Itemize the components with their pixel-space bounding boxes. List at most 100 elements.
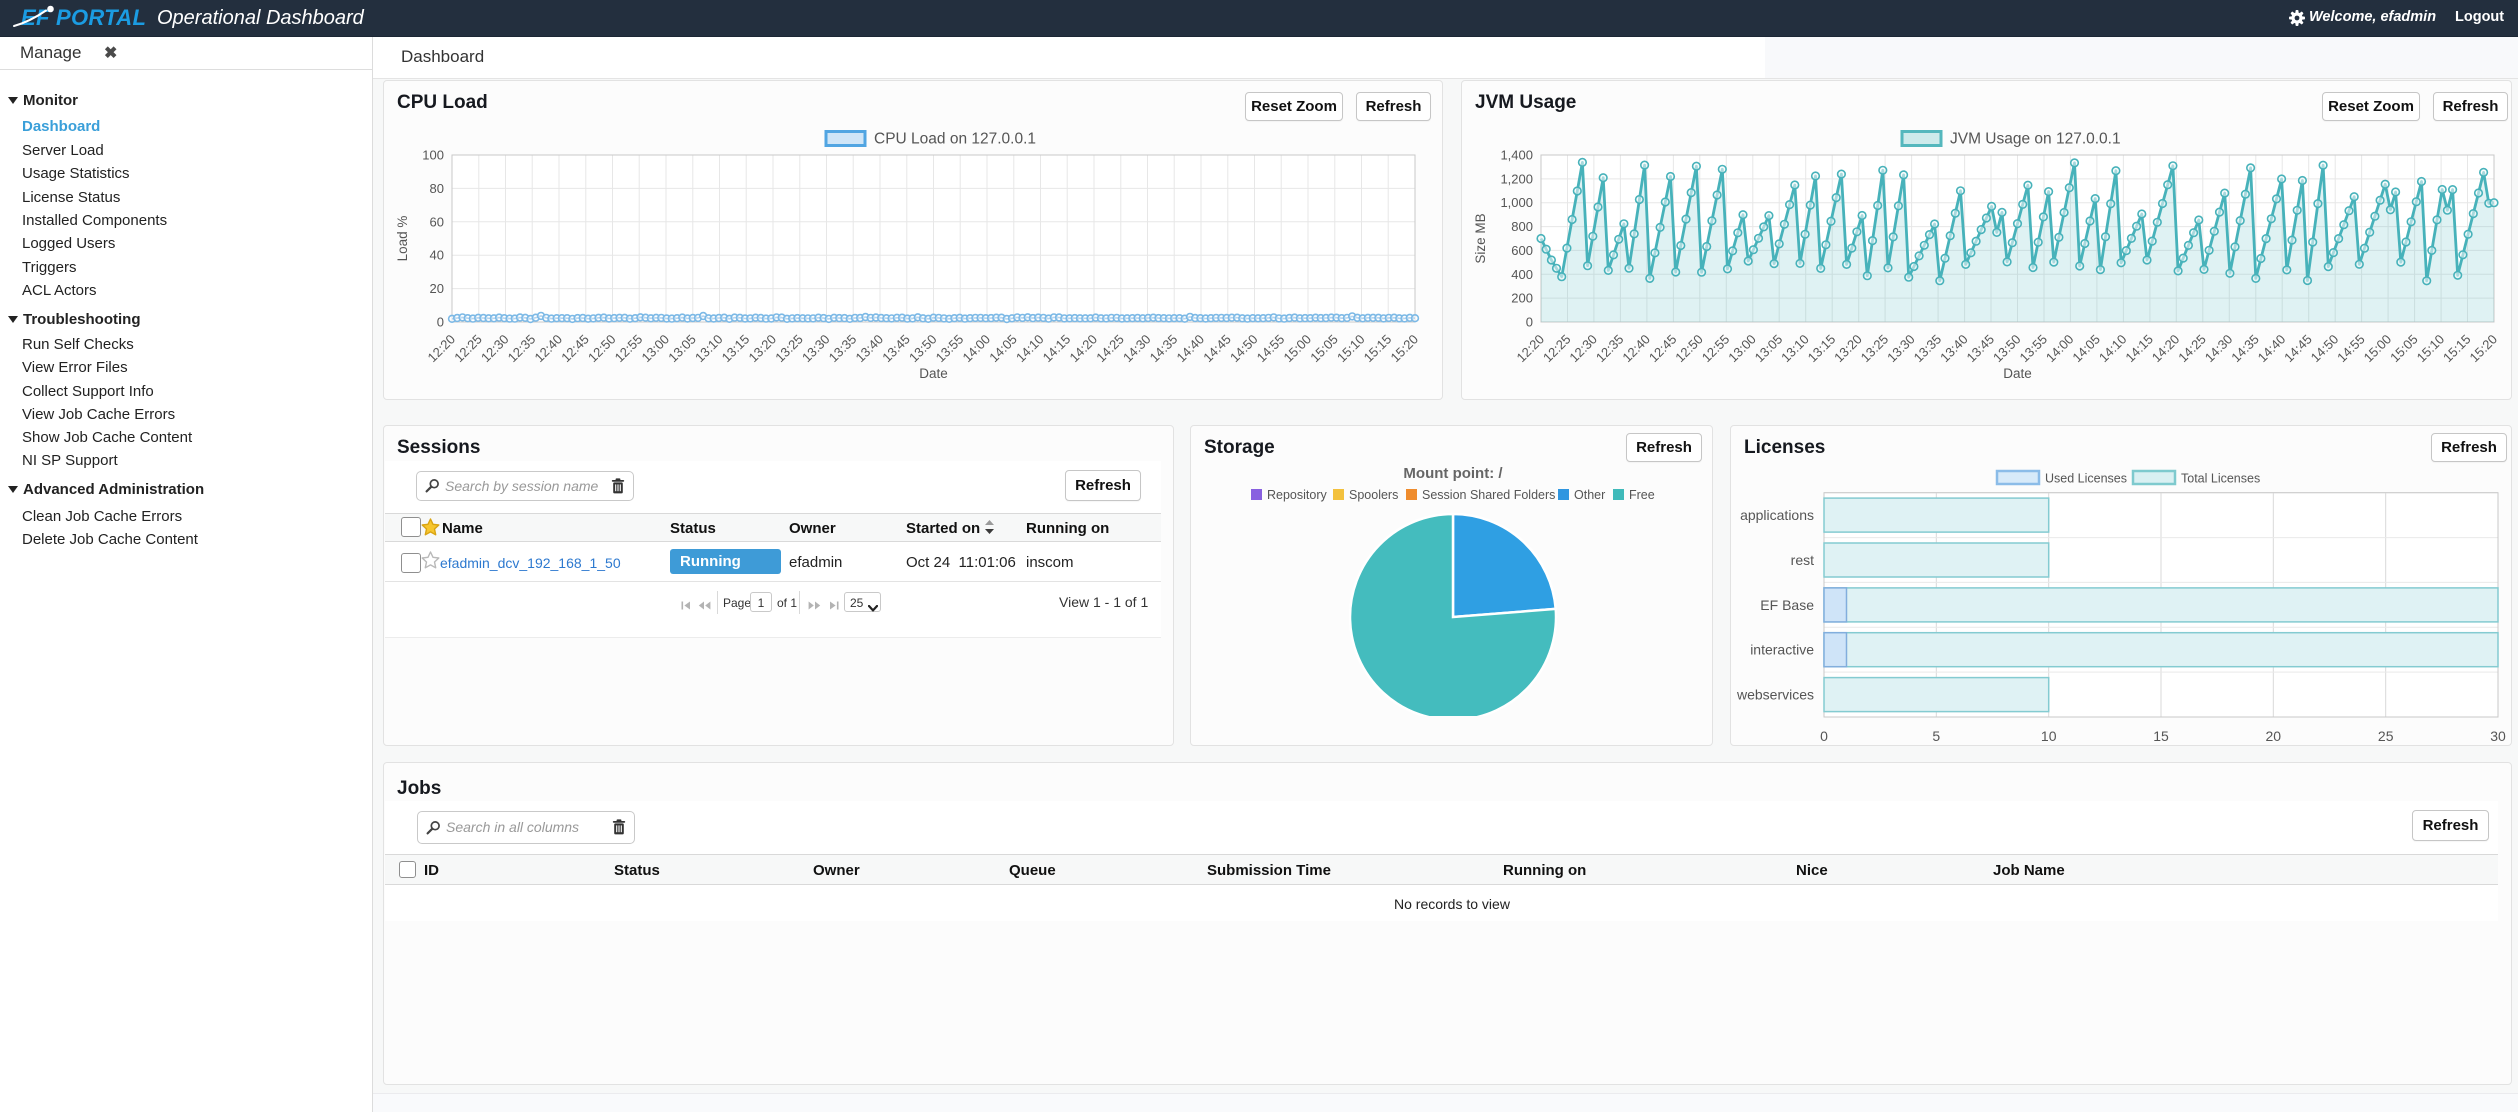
svg-text:14:10: 14:10 — [1013, 332, 1047, 366]
svg-text:40: 40 — [430, 248, 444, 263]
svg-text:15:20: 15:20 — [1388, 332, 1422, 366]
svg-text:14:35: 14:35 — [2228, 332, 2262, 366]
svg-text:Session Shared Folders: Session Shared Folders — [1422, 488, 1555, 502]
svg-text:14:20: 14:20 — [2149, 332, 2183, 366]
svg-text:13:35: 13:35 — [826, 332, 860, 366]
svg-text:25: 25 — [2378, 728, 2394, 744]
svg-text:14:15: 14:15 — [1040, 332, 1074, 366]
svg-text:Total Licenses: Total Licenses — [2181, 472, 2260, 486]
svg-text:applications: applications — [1740, 507, 1814, 523]
svg-text:15:00: 15:00 — [1281, 332, 1315, 366]
svg-text:14:20: 14:20 — [1067, 332, 1101, 366]
svg-text:15:05: 15:05 — [1307, 332, 1341, 366]
svg-text:15:15: 15:15 — [1361, 332, 1395, 366]
svg-text:14:15: 14:15 — [2122, 332, 2156, 366]
svg-text:Size MB: Size MB — [1473, 213, 1488, 263]
svg-text:12:55: 12:55 — [1699, 332, 1733, 366]
svg-text:80: 80 — [430, 181, 444, 196]
svg-text:5: 5 — [1932, 728, 1940, 744]
svg-text:13:20: 13:20 — [746, 332, 780, 366]
svg-text:13:45: 13:45 — [879, 332, 913, 366]
svg-text:interactive: interactive — [1750, 642, 1814, 658]
svg-text:13:00: 13:00 — [639, 332, 673, 366]
svg-text:14:50: 14:50 — [1227, 332, 1261, 366]
svg-text:rest: rest — [1791, 552, 1814, 568]
svg-text:20: 20 — [430, 281, 444, 296]
svg-text:13:05: 13:05 — [1752, 332, 1786, 366]
svg-text:13:35: 13:35 — [1911, 332, 1945, 366]
svg-text:800: 800 — [1511, 219, 1533, 234]
svg-text:14:25: 14:25 — [2175, 332, 2209, 366]
svg-text:14:30: 14:30 — [1120, 332, 1154, 366]
svg-text:14:10: 14:10 — [2096, 332, 2130, 366]
svg-text:20: 20 — [2266, 728, 2282, 744]
svg-text:14:00: 14:00 — [2043, 332, 2077, 366]
svg-text:13:55: 13:55 — [2017, 332, 2051, 366]
svg-text:13:55: 13:55 — [933, 332, 967, 366]
svg-text:15:15: 15:15 — [2440, 332, 2474, 366]
svg-text:13:20: 13:20 — [1831, 332, 1865, 366]
svg-text:Used Licenses: Used Licenses — [2045, 472, 2127, 486]
svg-text:12:50: 12:50 — [585, 332, 619, 366]
svg-text:15:20: 15:20 — [2467, 332, 2501, 366]
svg-text:12:45: 12:45 — [558, 332, 592, 366]
svg-text:14:55: 14:55 — [2334, 332, 2368, 366]
svg-text:0: 0 — [1526, 315, 1533, 330]
svg-text:Other: Other — [1574, 488, 1605, 502]
svg-text:12:20: 12:20 — [1514, 332, 1548, 366]
svg-text:14:35: 14:35 — [1147, 332, 1181, 366]
svg-text:12:40: 12:40 — [1619, 332, 1653, 366]
svg-text:1,400: 1,400 — [1500, 148, 1533, 163]
svg-text:12:50: 12:50 — [1672, 332, 1706, 366]
svg-text:12:25: 12:25 — [1540, 332, 1574, 366]
svg-text:600: 600 — [1511, 243, 1533, 258]
svg-text:13:00: 13:00 — [1725, 332, 1759, 366]
svg-text:14:40: 14:40 — [2255, 332, 2289, 366]
svg-text:1,000: 1,000 — [1500, 195, 1533, 210]
svg-text:13:10: 13:10 — [692, 332, 726, 366]
svg-text:14:05: 14:05 — [986, 332, 1020, 366]
svg-text:60: 60 — [430, 214, 444, 229]
svg-text:13:40: 13:40 — [853, 332, 887, 366]
svg-text:30: 30 — [2490, 728, 2506, 744]
svg-text:webservices: webservices — [1736, 687, 1814, 703]
svg-text:200: 200 — [1511, 291, 1533, 306]
svg-text:12:40: 12:40 — [532, 332, 566, 366]
svg-text:13:30: 13:30 — [1884, 332, 1918, 366]
svg-text:14:45: 14:45 — [1200, 332, 1234, 366]
svg-text:14:45: 14:45 — [2281, 332, 2315, 366]
svg-text:13:50: 13:50 — [906, 332, 940, 366]
svg-text:Repository: Repository — [1267, 488, 1327, 502]
svg-text:13:25: 13:25 — [1858, 332, 1892, 366]
svg-text:12:45: 12:45 — [1646, 332, 1680, 366]
svg-text:400: 400 — [1511, 267, 1533, 282]
svg-text:1,200: 1,200 — [1500, 171, 1533, 186]
svg-text:Load %: Load % — [395, 216, 410, 262]
svg-text:CPU Load on 127.0.0.1: CPU Load on 127.0.0.1 — [874, 131, 1036, 148]
svg-text:14:25: 14:25 — [1093, 332, 1127, 366]
svg-text:Date: Date — [2003, 366, 2032, 381]
svg-text:Date: Date — [919, 366, 948, 381]
svg-text:12:30: 12:30 — [478, 332, 512, 366]
svg-text:13:45: 13:45 — [1964, 332, 1998, 366]
svg-text:14:30: 14:30 — [2202, 332, 2236, 366]
svg-text:EF Base: EF Base — [1760, 597, 1814, 613]
svg-text:13:30: 13:30 — [799, 332, 833, 366]
svg-text:13:10: 13:10 — [1778, 332, 1812, 366]
svg-text:0: 0 — [1820, 728, 1828, 744]
svg-text:12:20: 12:20 — [425, 332, 459, 366]
svg-text:13:15: 13:15 — [719, 332, 753, 366]
svg-text:13:25: 13:25 — [772, 332, 806, 366]
svg-text:15:05: 15:05 — [2387, 332, 2421, 366]
svg-text:12:35: 12:35 — [1593, 332, 1627, 366]
svg-text:100: 100 — [422, 148, 444, 163]
svg-text:15:00: 15:00 — [2361, 332, 2395, 366]
svg-text:0: 0 — [437, 315, 444, 330]
svg-text:10: 10 — [2041, 728, 2057, 744]
svg-text:15:10: 15:10 — [2414, 332, 2448, 366]
svg-text:14:05: 14:05 — [2069, 332, 2103, 366]
svg-text:12:55: 12:55 — [612, 332, 646, 366]
svg-text:12:25: 12:25 — [451, 332, 485, 366]
svg-text:15:10: 15:10 — [1334, 332, 1368, 366]
svg-text:13:05: 13:05 — [665, 332, 699, 366]
